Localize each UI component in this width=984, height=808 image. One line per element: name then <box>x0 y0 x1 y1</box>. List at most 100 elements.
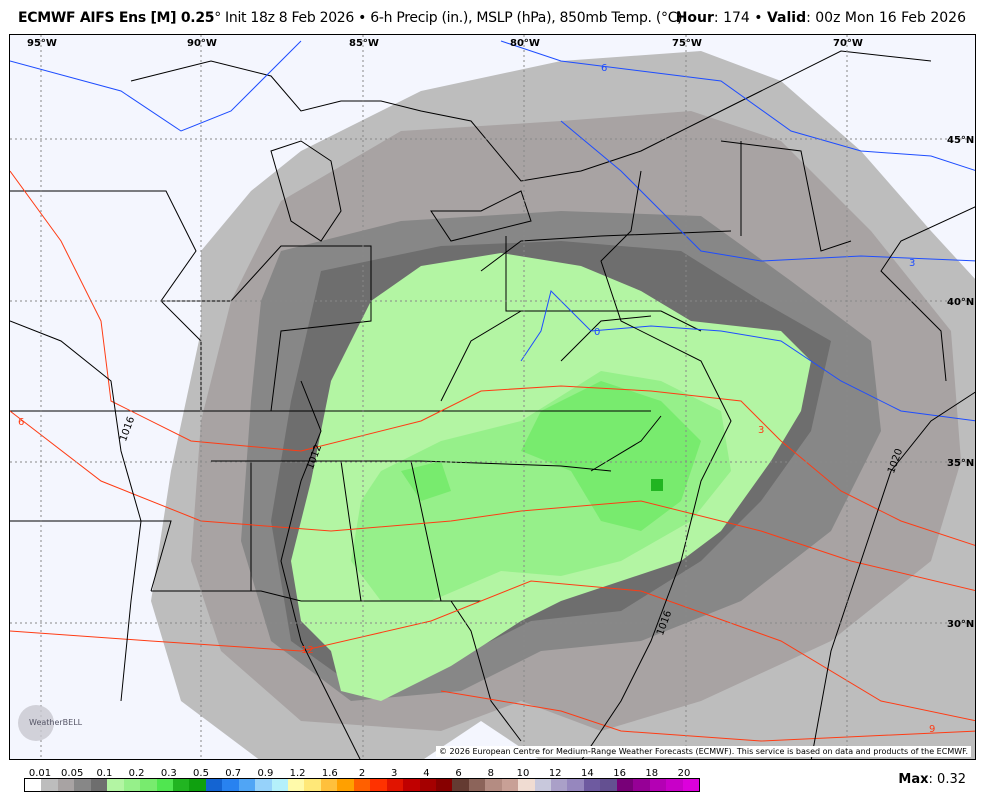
max-label: Max <box>898 772 929 787</box>
lon-labels: 95°W 90°W 85°W 80°W 75°W 70°W <box>27 38 863 49</box>
temp-labels: 6 3 12 9 <box>18 417 935 735</box>
product-description: Init 18z 8 Feb 2026 • 6-h Precip (in.), … <box>220 10 683 26</box>
lon-label: 80°W <box>510 38 540 49</box>
lat-labels: 45°N 40°N 35°N 30°N <box>947 135 974 630</box>
legend-swatch <box>107 779 124 791</box>
legend-swatch <box>600 779 617 791</box>
lat-label: 45°N <box>947 135 974 146</box>
isotherms-blue <box>10 40 975 422</box>
legend-swatch <box>435 779 453 791</box>
valid-time: Hour: 174 • Valid: 00z Mon 16 Feb 2026 <box>676 10 966 26</box>
legend-label: 1.6 <box>321 768 338 779</box>
legend-swatch <box>57 779 75 791</box>
legend-swatch <box>419 779 436 791</box>
map-canvas: 95°W 90°W 85°W 80°W 75°W 70°W 45°N 40°N … <box>10 35 975 759</box>
precip-color-scale <box>24 778 700 792</box>
isotherm-label: 6 <box>601 63 607 74</box>
isotherm-label: 12 <box>301 645 314 656</box>
legend-swatch <box>583 779 601 791</box>
legend-label: 4 <box>423 768 430 779</box>
legend-swatch <box>140 779 157 791</box>
copyright-notice: © 2026 European Centre for Medium-Range … <box>436 746 971 757</box>
legend-swatch <box>386 779 404 791</box>
legend-label: 0.3 <box>160 768 177 779</box>
legend-swatch <box>238 779 256 791</box>
legend-swatch <box>25 779 42 791</box>
legend-label: 6 <box>455 768 462 779</box>
weather-map[interactable]: 95°W 90°W 85°W 80°W 75°W 70°W 45°N 40°N … <box>9 34 976 760</box>
lon-label: 95°W <box>27 38 57 49</box>
legend-label: 3 <box>391 768 398 779</box>
legend-label: 14 <box>581 768 594 779</box>
legend-swatch <box>666 779 683 791</box>
legend-label: 0.05 <box>61 768 84 779</box>
legend-swatch <box>172 779 190 791</box>
lat-label: 35°N <box>947 458 974 469</box>
legend-swatch <box>518 779 535 791</box>
legend-swatch <box>501 779 519 791</box>
legend-swatch <box>255 779 272 791</box>
legend-label: 0.1 <box>96 768 113 779</box>
lon-label: 90°W <box>187 38 217 49</box>
hour-value: : 174 • <box>713 10 767 26</box>
isotherm-label: 0 <box>594 327 600 338</box>
legend-swatch <box>288 779 305 791</box>
svg-text:WeatherBELL: WeatherBELL <box>29 718 83 727</box>
weatherbell-logo: WeatherBELL <box>18 705 83 741</box>
valid-label: Valid <box>766 10 807 26</box>
legend-label: 1.2 <box>289 768 306 779</box>
hour-label: Hour <box>675 10 714 26</box>
isotherm-label: 3 <box>758 425 764 436</box>
legend-swatch <box>370 779 387 791</box>
legend-label: 10 <box>516 768 530 779</box>
lon-label: 85°W <box>349 38 379 49</box>
legend-swatch <box>551 779 568 791</box>
legend-label: 0.7 <box>225 768 242 779</box>
lon-label: 75°W <box>672 38 702 49</box>
isobar-label: 1016 <box>118 415 137 443</box>
precip-green <box>291 253 811 701</box>
legend-label: 20 <box>677 768 691 779</box>
legend-swatch <box>633 779 650 791</box>
legend-label: 2 <box>358 768 366 779</box>
legend-swatch <box>616 779 634 791</box>
legend-swatch <box>682 779 699 791</box>
lat-label: 30°N <box>947 619 974 630</box>
lat-label: 40°N <box>947 297 974 308</box>
legend-label: 0.2 <box>128 768 145 779</box>
legend-label: 18 <box>645 768 659 779</box>
isotherm-label: 3 <box>909 258 915 269</box>
legend-swatch <box>205 779 223 791</box>
legend-label: 16 <box>613 768 626 779</box>
legend-swatch <box>649 779 667 791</box>
map-title: ECMWF AIFS Ens [M] 0.25° Init 18z 8 Feb … <box>18 10 683 26</box>
legend-swatch <box>403 779 420 791</box>
legend-swatch <box>189 779 206 791</box>
isotherm-label: 9 <box>929 724 935 735</box>
isotherms-red <box>10 170 975 742</box>
legend-swatch <box>452 779 469 791</box>
legend-label: 12 <box>548 768 562 779</box>
legend-swatch <box>337 779 354 791</box>
legend-swatch <box>534 779 551 791</box>
legend-swatch <box>320 779 338 791</box>
isobars <box>10 170 975 759</box>
legend-labels: 0.01 0.05 0.1 0.2 0.3 0.5 0.7 0.9 1.2 1.6 2 3 4 6 8 10 1… <box>24 768 700 782</box>
legend-swatch <box>222 779 239 791</box>
legend-swatch <box>123 779 141 791</box>
legend-label: 0.9 <box>257 768 274 779</box>
max-number: : 0.32 <box>928 772 966 787</box>
legend-swatch <box>468 779 486 791</box>
max-value: Max: 0.32 <box>898 772 966 787</box>
legend-label: 0.5 <box>193 768 209 779</box>
legend-swatch <box>271 779 288 791</box>
lon-label: 70°W <box>833 38 863 49</box>
legend-swatch <box>304 779 321 791</box>
legend-label: 0.01 <box>28 768 52 779</box>
legend-swatch <box>485 779 502 791</box>
legend-swatch <box>90 779 108 791</box>
legend-swatch <box>41 779 58 791</box>
legend-swatch <box>74 779 91 791</box>
temp-zero-labels: 6 3 0 <box>594 63 915 338</box>
legend-swatch <box>353 779 371 791</box>
